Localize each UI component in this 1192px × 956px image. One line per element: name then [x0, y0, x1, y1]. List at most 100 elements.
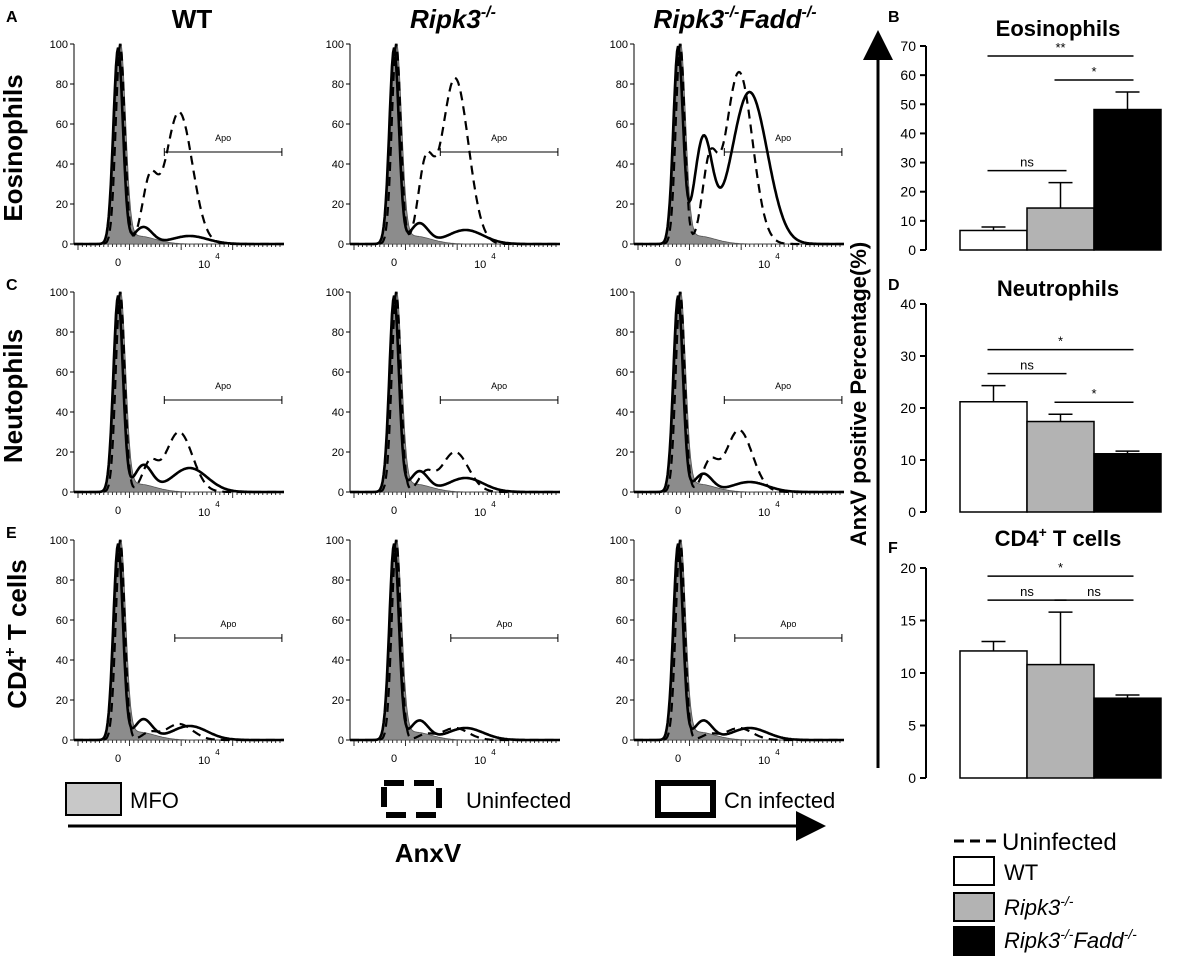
histogram-infected-curve [350, 295, 560, 494]
histogram-y-tick-label: 100 [610, 287, 628, 299]
histogram-y-tick-label: 0 [622, 239, 628, 251]
bar-Ripk3-/- [1026, 207, 1095, 251]
histogram-infected-curve [350, 47, 560, 246]
histogram-uninfected-curve [350, 43, 560, 246]
apo-gate-label: Apo [220, 619, 236, 629]
apo-gate-label: Apo [775, 133, 791, 143]
legend-infected-swatch [655, 780, 716, 818]
histogram-y-tick-label: 100 [326, 535, 344, 547]
histogram-y-tick-label: 20 [616, 447, 628, 459]
histogram-y-tick-label: 0 [62, 487, 68, 499]
histogram-x-label-exp: 4 [215, 252, 220, 261]
histogram-x-label-ten: 10 [758, 755, 770, 767]
histogram-y-tick-label: 60 [56, 367, 68, 379]
histogram-x-label-exp: 4 [215, 748, 220, 757]
panel-letter-b: B [888, 9, 900, 26]
bar-y-tick-label: 10 [900, 213, 916, 229]
histogram-y-tick-label: 20 [56, 695, 68, 707]
histogram-x-label-exp: 4 [775, 252, 780, 261]
histogram-y-tick-label: 20 [332, 199, 344, 211]
histogram-panel-1-0: 0 20 40 60 80 100 0 10 4 Apo [50, 287, 284, 519]
significance-label: ns [1020, 155, 1034, 170]
histogram-x-label-ten: 10 [474, 507, 486, 519]
histogram-x-label-zero: 0 [391, 505, 397, 517]
apo-gate-label: Apo [780, 619, 796, 629]
histogram-x-label-ten: 10 [474, 755, 486, 767]
bar-Ripk3-/-Fadd-/- [1093, 697, 1162, 779]
panel-letter-f: F [888, 540, 898, 557]
histogram-mfo-area [350, 43, 560, 245]
histogram-y-tick-label: 0 [622, 487, 628, 499]
bar-chart-f: CD4+ T cells 0 5 10 15 20 ns ns * [900, 524, 1162, 786]
histogram-mfo-area [350, 291, 560, 493]
legend-wt-swatch [953, 856, 995, 886]
histogram-y-tick-label: 0 [338, 239, 344, 251]
histogram-y-tick-label: 80 [616, 575, 628, 587]
legend-infected-label: Cn infected [724, 788, 835, 813]
histogram-y-tick-label: 60 [616, 615, 628, 627]
significance-label: * [1058, 560, 1063, 575]
histogram-y-tick-label: 20 [332, 447, 344, 459]
row-title-cd4: CD4+ T cells [2, 559, 32, 709]
significance-label: * [1058, 334, 1063, 349]
significance-label: * [1091, 386, 1096, 401]
histogram-y-tick-label: 60 [616, 119, 628, 131]
histogram-y-tick-label: 0 [62, 239, 68, 251]
anxv-axis-label: AnxV [395, 838, 462, 868]
legend-mfo-label: MFO [130, 788, 179, 813]
histogram-mfo-area [634, 291, 844, 493]
panel-letter-c: C [6, 277, 18, 294]
histogram-mfo-area [74, 43, 284, 245]
histogram-y-tick-label: 80 [56, 575, 68, 587]
legend-ripk3-swatch [953, 892, 995, 922]
apo-gate-label: Apo [215, 381, 231, 391]
bar-y-tick-label: 5 [908, 718, 916, 734]
histogram-y-tick-label: 20 [616, 695, 628, 707]
histogram-y-tick-label: 20 [56, 199, 68, 211]
bar-y-tick-label: 40 [900, 125, 916, 141]
histogram-x-label-exp: 4 [215, 500, 220, 509]
bar-chart-title: CD4+ T cells [995, 524, 1122, 551]
histogram-panel-2-0: 0 20 40 60 80 100 0 10 4 Apo [50, 535, 284, 767]
histogram-y-tick-label: 100 [610, 39, 628, 51]
histogram-uninfected-curve [74, 43, 284, 246]
column-title-dko: Ripk3-/-Fadd-/- [653, 4, 816, 34]
histogram-y-tick-label: 100 [326, 39, 344, 51]
panel-letter-e: E [6, 525, 17, 542]
histogram-x-label-zero: 0 [675, 753, 681, 765]
bar-y-tick-label: 0 [908, 242, 916, 258]
histogram-x-label-exp: 4 [491, 252, 496, 261]
histogram-y-tick-label: 20 [332, 695, 344, 707]
bar-WT [959, 650, 1028, 779]
bar-chart-title: Neutrophils [997, 276, 1119, 301]
histogram-y-tick-label: 60 [56, 615, 68, 627]
histogram-y-tick-label: 40 [332, 159, 344, 171]
histogram-x-label-ten: 10 [758, 507, 770, 519]
histogram-x-label-exp: 4 [775, 748, 780, 757]
legend-uninfected-swatch [381, 780, 442, 818]
histogram-y-tick-label: 0 [62, 735, 68, 747]
histogram-y-tick-label: 100 [50, 39, 68, 51]
histogram-uninfected-curve [634, 539, 844, 742]
histogram-y-tick-label: 60 [56, 119, 68, 131]
bar-y-tick-label: 50 [900, 96, 916, 112]
histogram-x-label-ten: 10 [758, 259, 770, 271]
bar-chart-d: Neutrophils 0 10 20 30 40 ns * * [900, 276, 1162, 520]
bar-chart-title: Eosinophils [996, 16, 1121, 41]
histogram-mfo-area [634, 43, 844, 245]
row-title-neutophils: Neutophils [0, 329, 28, 463]
bar-y-tick-label: 0 [908, 504, 916, 520]
significance-label: * [1091, 64, 1096, 79]
histogram-y-tick-label: 80 [56, 79, 68, 91]
histogram-x-label-ten: 10 [198, 259, 210, 271]
histogram-infected-curve [634, 45, 844, 246]
histogram-y-tick-label: 40 [332, 655, 344, 667]
histogram-y-tick-label: 60 [332, 119, 344, 131]
legend-wt-label: WT [1004, 860, 1038, 885]
bar-Ripk3-/-Fadd-/- [1093, 108, 1162, 251]
histogram-infected-curve [634, 543, 844, 742]
histogram-panel-1-2: 0 20 40 60 80 100 0 10 4 Apo [610, 287, 844, 519]
histogram-x-label-exp: 4 [775, 500, 780, 509]
bar-legend: Uninfected WT Ripk3-/- Ripk3-/-Fadd-/- [953, 829, 1137, 956]
histogram-x-label-ten: 10 [198, 755, 210, 767]
